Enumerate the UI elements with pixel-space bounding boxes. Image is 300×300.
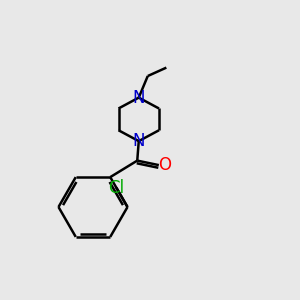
Text: N: N: [133, 88, 145, 106]
Text: Cl: Cl: [108, 178, 124, 196]
Text: N: N: [133, 132, 145, 150]
Text: O: O: [158, 156, 171, 174]
